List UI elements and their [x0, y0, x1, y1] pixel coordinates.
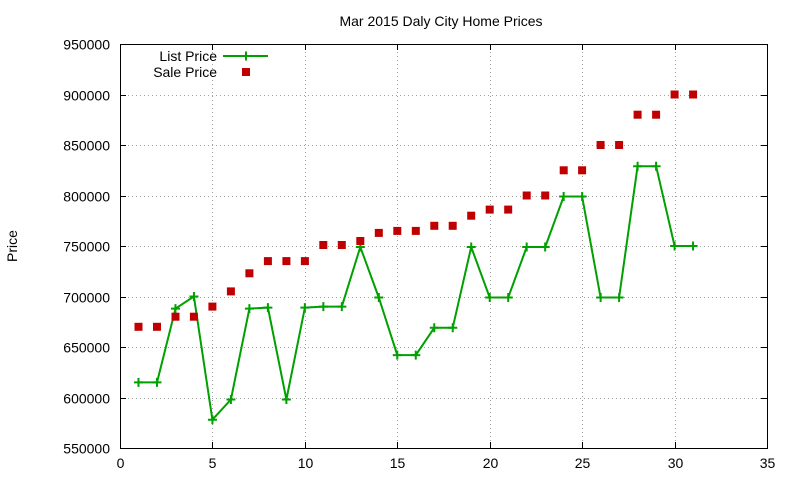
sale-price-point: [337, 241, 346, 249]
list-price-point: [614, 293, 624, 303]
list-price-point: [448, 323, 458, 333]
sale-price-point: [596, 141, 605, 149]
sale-price-point: [300, 257, 309, 266]
chart-title: Mar 2015 Daly City Home Prices: [339, 13, 542, 29]
list-price-point: [429, 323, 439, 333]
list-price-point: [300, 303, 310, 313]
sale-price-point: [578, 166, 587, 175]
list-price-point: [577, 192, 587, 202]
y-tick-label: 600000: [63, 391, 110, 407]
sale-price-point: [208, 302, 217, 311]
y-tick-label: 650000: [63, 340, 110, 356]
sale-price-point: [522, 191, 531, 200]
list-price-point: [559, 192, 569, 202]
x-tick-label: 10: [298, 455, 314, 471]
sale-price-point: [559, 166, 568, 175]
list-price-point: [522, 242, 532, 252]
legend-label-list-price: List Price: [159, 48, 217, 64]
sale-price-point: [411, 226, 420, 235]
list-price-point: [170, 304, 180, 314]
y-tick-label: 950000: [63, 37, 110, 53]
list-price-point: [633, 161, 643, 171]
sale-price-point: [430, 221, 439, 230]
list-price-point: [540, 242, 550, 252]
tick-layer: 0 5 10 15 20 25 30 35 550000 600000 650000 700000 75…: [63, 37, 775, 472]
list-price-point: [596, 293, 606, 303]
sale-price-point: [263, 257, 272, 266]
list-price-point: [244, 304, 254, 314]
y-tick-label: 700000: [63, 290, 110, 306]
sale-price-point: [189, 312, 198, 321]
sale-price-point: [374, 228, 383, 237]
list-price-point: [411, 350, 421, 360]
x-tick-label: 30: [668, 455, 684, 471]
list-price-point: [392, 350, 402, 360]
sale-price-point: [282, 257, 291, 266]
legend: List Price Sale Price: [153, 48, 268, 80]
list-price-point: [651, 161, 661, 171]
list-price-point: [688, 241, 698, 251]
y-tick-label: 750000: [63, 239, 110, 255]
sale-price-point: [356, 237, 365, 245]
sale-price-point: [319, 241, 328, 249]
sale-price-point: [485, 205, 494, 214]
legend-marker-sale-price: [242, 68, 250, 76]
list-price-line: [138, 165, 694, 422]
sale-price-point: [652, 110, 661, 119]
sale-price-point: [504, 205, 513, 214]
list-price-point: [263, 303, 273, 313]
y-tick-label: 850000: [63, 138, 110, 154]
sale-price-point: [153, 322, 161, 331]
list-price-point: [226, 395, 236, 405]
sale-price-point: [633, 110, 642, 119]
x-tick-label: 0: [117, 455, 125, 471]
sale-price-point: [615, 141, 624, 149]
list-price-point: [133, 377, 143, 387]
grid-layer: [120, 44, 767, 448]
y-tick-label: 550000: [63, 441, 110, 457]
list-price-point: [503, 293, 513, 303]
sale-price-point: [670, 90, 679, 99]
y-axis-label: Price: [4, 230, 20, 262]
sale-price-point: [689, 90, 698, 99]
list-price-point: [466, 242, 476, 252]
x-tick-label: 15: [390, 455, 406, 471]
list-price-point: [337, 302, 347, 312]
legend-marker-list-price: [241, 51, 251, 61]
list-price-point: [281, 395, 291, 405]
list-price-point: [207, 415, 217, 425]
sale-price-point: [226, 287, 235, 296]
x-tick-label: 25: [575, 455, 591, 471]
y-tick-label: 900000: [63, 88, 110, 104]
y-tick-label: 800000: [63, 189, 110, 205]
list-price-point: [152, 377, 162, 387]
list-price-point: [670, 241, 680, 251]
sale-price-point: [245, 269, 254, 278]
list-price-point: [374, 293, 384, 303]
plot-frame: [120, 44, 768, 449]
sale-price-point: [541, 191, 550, 200]
sale-price-point: [467, 211, 476, 220]
sale-price-point: [134, 322, 143, 331]
sale-price-point: [171, 312, 180, 321]
list-price-point: [189, 292, 199, 301]
sale-price-point: [448, 221, 457, 230]
x-tick-label: 5: [209, 455, 217, 471]
sale-price-point: [393, 226, 402, 235]
legend-label-sale-price: Sale Price: [153, 64, 217, 80]
x-tick-label: 20: [483, 455, 499, 471]
list-price-point: [485, 293, 495, 303]
list-price-point: [318, 302, 328, 312]
series-layer: [133, 90, 698, 425]
x-tick-label: 35: [760, 455, 776, 471]
